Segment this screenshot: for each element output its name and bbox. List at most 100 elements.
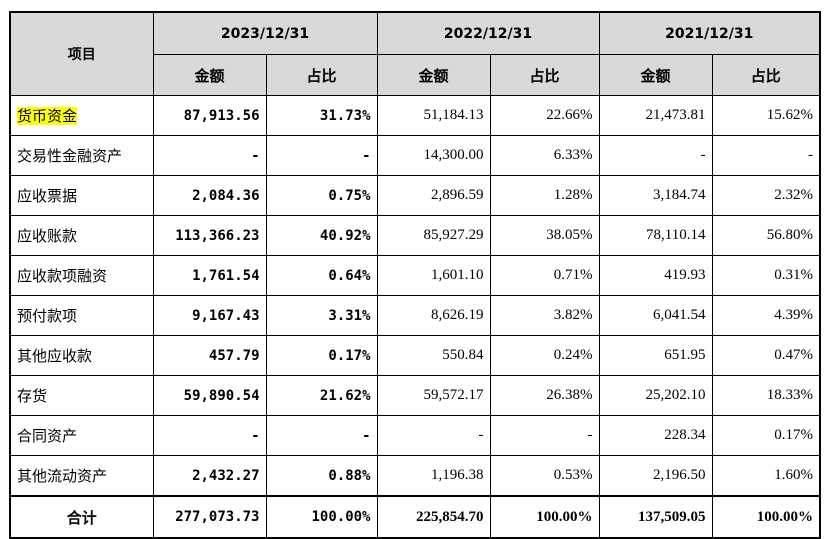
header-amount-2022: 金额 xyxy=(376,54,491,96)
cell-ratio-2022: 6.33% xyxy=(489,135,600,176)
header-row-measures: 金额 占比 金额 占比 金额 占比 xyxy=(10,54,821,96)
table-row: 其他流动资产 2,432.27 0.88% 1,196.38 0.53% 2,1… xyxy=(9,455,821,497)
cell-amount-2021: 419.93 xyxy=(598,255,713,296)
cell-amount-2022: 8,626.19 xyxy=(376,295,491,336)
current-assets-table: 项目 2023/12/31 2022/12/31 2021/12/31 金额 占… xyxy=(9,11,821,539)
table-total-row: 合计 277,073.73 100.00% 225,854.70 100.00%… xyxy=(9,495,821,539)
total-amount-2023: 277,073.73 xyxy=(152,495,267,539)
cell-amount-2022: 2,896.59 xyxy=(376,175,491,216)
row-item-label: 应收账款 xyxy=(9,215,154,256)
cell-amount-2023: 457.79 xyxy=(152,335,267,376)
table-row: 合同资产 - - - - 228.34 0.17% xyxy=(9,415,821,456)
cell-ratio-2022: 26.38% xyxy=(489,375,600,416)
cell-ratio-2023: - xyxy=(265,135,378,176)
cell-ratio-2023: 0.75% xyxy=(265,175,378,216)
row-item-label: 交易性金融资产 xyxy=(9,135,154,176)
header-ratio-2023: 占比 xyxy=(265,54,378,96)
header-item: 项目 xyxy=(9,11,154,96)
cell-ratio-2023: 0.17% xyxy=(265,335,378,376)
cell-ratio-2021: - xyxy=(711,135,821,176)
row-item-label: 合同资产 xyxy=(9,415,154,456)
table-row: 应收款项融资 1,761.54 0.64% 1,601.10 0.71% 419… xyxy=(9,255,821,296)
cell-amount-2022: 85,927.29 xyxy=(376,215,491,256)
cell-ratio-2021: 1.60% xyxy=(711,455,821,497)
cell-ratio-2021: 4.39% xyxy=(711,295,821,336)
row-item-label: 存货 xyxy=(9,375,154,416)
cell-amount-2022: 1,601.10 xyxy=(376,255,491,296)
cell-ratio-2022: 38.05% xyxy=(489,215,600,256)
cell-amount-2023: 2,432.27 xyxy=(152,455,267,497)
cell-amount-2022: 51,184.13 xyxy=(376,95,491,136)
cell-ratio-2021: 0.31% xyxy=(711,255,821,296)
current-assets-table-container: 项目 2023/12/31 2022/12/31 2021/12/31 金额 占… xyxy=(9,11,821,539)
cell-amount-2023: - xyxy=(152,135,267,176)
cell-amount-2023: 1,761.54 xyxy=(152,255,267,296)
cell-amount-2022: 1,196.38 xyxy=(376,455,491,497)
cell-amount-2023: 113,366.23 xyxy=(152,215,267,256)
cell-amount-2021: 78,110.14 xyxy=(598,215,713,256)
cell-amount-2022: 14,300.00 xyxy=(376,135,491,176)
header-period-2021: 2021/12/31 xyxy=(598,11,821,55)
cell-ratio-2022: 1.28% xyxy=(489,175,600,216)
row-item-label: 其他应收款 xyxy=(9,335,154,376)
cell-ratio-2022: 3.82% xyxy=(489,295,600,336)
cell-ratio-2023: 0.88% xyxy=(265,455,378,497)
table-row: 应收账款 113,366.23 40.92% 85,927.29 38.05% … xyxy=(9,215,821,256)
cell-ratio-2022: 22.66% xyxy=(489,95,600,136)
cell-ratio-2023: 40.92% xyxy=(265,215,378,256)
cell-ratio-2023: 3.31% xyxy=(265,295,378,336)
table-row: 应收票据 2,084.36 0.75% 2,896.59 1.28% 3,184… xyxy=(9,175,821,216)
cell-ratio-2022: 0.53% xyxy=(489,455,600,497)
total-ratio-2021: 100.00% xyxy=(711,495,821,539)
highlighted-text: 货币资金 xyxy=(17,107,78,125)
cell-ratio-2023: 21.62% xyxy=(265,375,378,416)
cell-ratio-2021: 56.80% xyxy=(711,215,821,256)
total-amount-2021: 137,509.05 xyxy=(598,495,713,539)
cell-amount-2021: 2,196.50 xyxy=(598,455,713,497)
total-label: 合计 xyxy=(9,495,154,539)
cell-amount-2021: 25,202.10 xyxy=(598,375,713,416)
cell-amount-2021: - xyxy=(598,135,713,176)
table-row: 预付款项 9,167.43 3.31% 8,626.19 3.82% 6,041… xyxy=(9,295,821,336)
cell-ratio-2021: 15.62% xyxy=(711,95,821,136)
header-row-periods: 项目 2023/12/31 2022/12/31 2021/12/31 xyxy=(9,11,821,96)
table-row: 货币资金 87,913.56 31.73% 51,184.13 22.66% 2… xyxy=(9,95,821,136)
row-item-label: 预付款项 xyxy=(9,295,154,336)
header-ratio-2021: 占比 xyxy=(711,54,821,96)
cell-amount-2021: 21,473.81 xyxy=(598,95,713,136)
cell-amount-2023: 2,084.36 xyxy=(152,175,267,216)
cell-ratio-2022: 0.71% xyxy=(489,255,600,296)
row-item-label: 应收票据 xyxy=(9,175,154,216)
cell-amount-2023: 9,167.43 xyxy=(152,295,267,336)
cell-amount-2021: 6,041.54 xyxy=(598,295,713,336)
cell-ratio-2021: 0.17% xyxy=(711,415,821,456)
cell-ratio-2021: 18.33% xyxy=(711,375,821,416)
cell-ratio-2022: - xyxy=(489,415,600,456)
total-amount-2022: 225,854.70 xyxy=(376,495,491,539)
table-row: 存货 59,890.54 21.62% 59,572.17 26.38% 25,… xyxy=(9,375,821,416)
cell-ratio-2023: 0.64% xyxy=(265,255,378,296)
cell-amount-2022: - xyxy=(376,415,491,456)
table-row: 交易性金融资产 - - 14,300.00 6.33% - - xyxy=(9,135,821,176)
header-amount-2023: 金额 xyxy=(152,54,267,96)
total-ratio-2022: 100.00% xyxy=(489,495,600,539)
row-item-label: 其他流动资产 xyxy=(9,455,154,497)
cell-amount-2023: - xyxy=(152,415,267,456)
row-item-label: 货币资金 xyxy=(9,95,154,136)
row-item-label: 应收款项融资 xyxy=(9,255,154,296)
cell-amount-2021: 228.34 xyxy=(598,415,713,456)
cell-ratio-2021: 0.47% xyxy=(711,335,821,376)
table-row: 其他应收款 457.79 0.17% 550.84 0.24% 651.95 0… xyxy=(9,335,821,376)
cell-amount-2022: 550.84 xyxy=(376,335,491,376)
header-amount-2021: 金额 xyxy=(598,54,713,96)
cell-amount-2021: 3,184.74 xyxy=(598,175,713,216)
cell-ratio-2022: 0.24% xyxy=(489,335,600,376)
cell-ratio-2023: - xyxy=(265,415,378,456)
header-period-2023: 2023/12/31 xyxy=(152,11,378,55)
cell-ratio-2023: 31.73% xyxy=(265,95,378,136)
cell-amount-2022: 59,572.17 xyxy=(376,375,491,416)
header-period-2022: 2022/12/31 xyxy=(376,11,600,55)
cell-amount-2023: 87,913.56 xyxy=(152,95,267,136)
cell-amount-2021: 651.95 xyxy=(598,335,713,376)
header-ratio-2022: 占比 xyxy=(489,54,600,96)
